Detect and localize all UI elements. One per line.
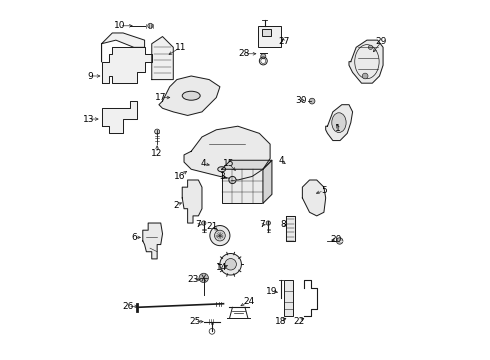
Text: 19: 19	[266, 287, 278, 296]
Text: 3: 3	[219, 172, 224, 181]
Circle shape	[148, 23, 153, 28]
Polygon shape	[101, 47, 152, 83]
Circle shape	[309, 98, 315, 104]
Text: 23: 23	[187, 275, 198, 284]
Bar	[262, 29, 271, 36]
Text: 2: 2	[173, 201, 179, 210]
Polygon shape	[152, 37, 173, 80]
Text: 8: 8	[281, 220, 287, 229]
Text: 29: 29	[375, 37, 387, 46]
Circle shape	[368, 45, 373, 49]
Text: 12: 12	[151, 149, 163, 158]
Ellipse shape	[218, 167, 225, 172]
Circle shape	[362, 73, 368, 79]
Circle shape	[210, 226, 230, 246]
Circle shape	[266, 221, 270, 225]
Text: 15: 15	[223, 159, 235, 168]
Text: 22: 22	[293, 317, 304, 326]
Circle shape	[225, 258, 236, 270]
Ellipse shape	[332, 113, 346, 132]
Polygon shape	[302, 180, 326, 216]
Text: 18: 18	[275, 317, 287, 326]
Polygon shape	[326, 105, 353, 140]
Text: 11: 11	[175, 43, 186, 52]
Polygon shape	[286, 216, 295, 241]
Text: 14: 14	[216, 264, 227, 273]
Polygon shape	[182, 180, 202, 223]
Text: 25: 25	[189, 317, 200, 326]
Polygon shape	[159, 76, 220, 116]
Text: 26: 26	[122, 302, 134, 311]
Text: 30: 30	[295, 96, 306, 105]
Circle shape	[155, 129, 160, 134]
Polygon shape	[349, 40, 383, 83]
Text: 17: 17	[155, 93, 167, 102]
Text: 6: 6	[131, 233, 137, 242]
Text: 28: 28	[239, 49, 250, 58]
Polygon shape	[101, 101, 137, 134]
Text: 9: 9	[87, 72, 93, 81]
Text: 10: 10	[114, 21, 125, 30]
Circle shape	[261, 54, 266, 59]
Text: 16: 16	[174, 172, 186, 181]
Circle shape	[220, 253, 242, 275]
Text: 1: 1	[335, 123, 341, 132]
Polygon shape	[101, 33, 145, 62]
Text: 5: 5	[321, 186, 327, 195]
Polygon shape	[263, 160, 272, 203]
Ellipse shape	[182, 91, 200, 100]
Text: 24: 24	[243, 297, 254, 306]
Text: 7: 7	[259, 220, 265, 229]
Bar	[258, 26, 281, 47]
Text: 27: 27	[279, 37, 290, 46]
Text: 4: 4	[279, 157, 284, 166]
Polygon shape	[221, 160, 272, 169]
Text: 7: 7	[196, 220, 201, 229]
Circle shape	[201, 221, 206, 225]
Polygon shape	[184, 126, 270, 180]
Bar	[221, 169, 263, 203]
Text: 20: 20	[331, 235, 342, 244]
Text: 13: 13	[82, 114, 94, 123]
Circle shape	[229, 176, 236, 184]
Bar	[285, 280, 294, 316]
Circle shape	[199, 273, 208, 283]
Polygon shape	[143, 223, 163, 259]
Circle shape	[337, 238, 343, 244]
Text: 21: 21	[206, 222, 218, 231]
Text: 4: 4	[201, 159, 207, 168]
Circle shape	[215, 230, 225, 241]
